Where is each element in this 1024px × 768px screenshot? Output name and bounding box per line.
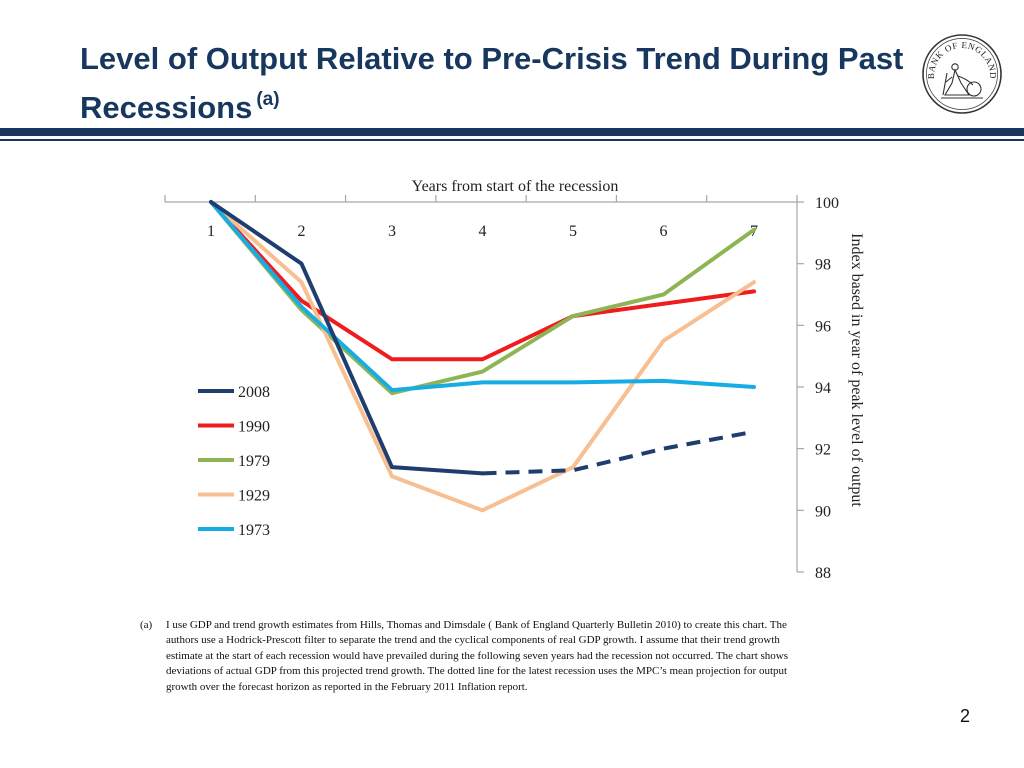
legend-label-1990: 1990 <box>238 419 270 436</box>
header-rule-thin <box>0 139 1024 141</box>
slide-title: Level of Output Relative to Pre-Crisis T… <box>80 38 920 128</box>
legend-label-1929: 1929 <box>238 488 270 505</box>
series-line-1929 <box>209 200 756 513</box>
x-tick-label: 2 <box>298 223 306 240</box>
x-tick-label: 3 <box>388 223 396 240</box>
footnote-text: I use GDP and trend growth estimates fro… <box>166 619 788 693</box>
y-tick-label: 92 <box>815 442 831 459</box>
series-line-1990 <box>209 200 756 362</box>
series-layer <box>209 200 756 513</box>
y-tick-label: 90 <box>815 503 831 520</box>
legend-label-1973: 1973 <box>238 522 270 539</box>
x-axis-title: Years from start of the recession <box>412 178 619 195</box>
y-axis-title: Index based in year of peak level of out… <box>848 233 865 507</box>
x-tick-label: 1 <box>207 223 215 240</box>
slide-title-text: Level of Output Relative to Pre-Crisis T… <box>80 41 904 125</box>
bank-of-england-logo: BANK OF ENGLAND <box>922 34 1002 114</box>
y-tick-label: 98 <box>815 257 831 274</box>
title-footnote-marker: (a) <box>256 89 280 110</box>
page-number: 2 <box>959 706 970 726</box>
y-tick-label: 100 <box>815 195 839 212</box>
series-line-2008 <box>209 200 485 476</box>
series-line-1973 <box>209 200 756 393</box>
legend-label-1979: 1979 <box>238 453 270 470</box>
series-projection-2008 <box>482 429 755 476</box>
y-axis: 88 90 92 94 96 98 100 <box>796 195 839 582</box>
x-tick-label: 6 <box>660 223 668 240</box>
y-tick-label: 88 <box>815 565 831 582</box>
legend-label-2008: 2008 <box>238 384 270 401</box>
legend: 2008 1990 1979 1929 1973 <box>198 384 270 539</box>
header-rule <box>0 128 1024 136</box>
footnote-marker: (a) <box>140 619 153 631</box>
y-tick-label: 94 <box>815 380 831 397</box>
x-tick-label: 5 <box>569 223 577 240</box>
y-tick-label: 96 <box>815 318 831 335</box>
x-tick-label: 4 <box>479 223 487 240</box>
series-line-1979 <box>209 200 756 396</box>
